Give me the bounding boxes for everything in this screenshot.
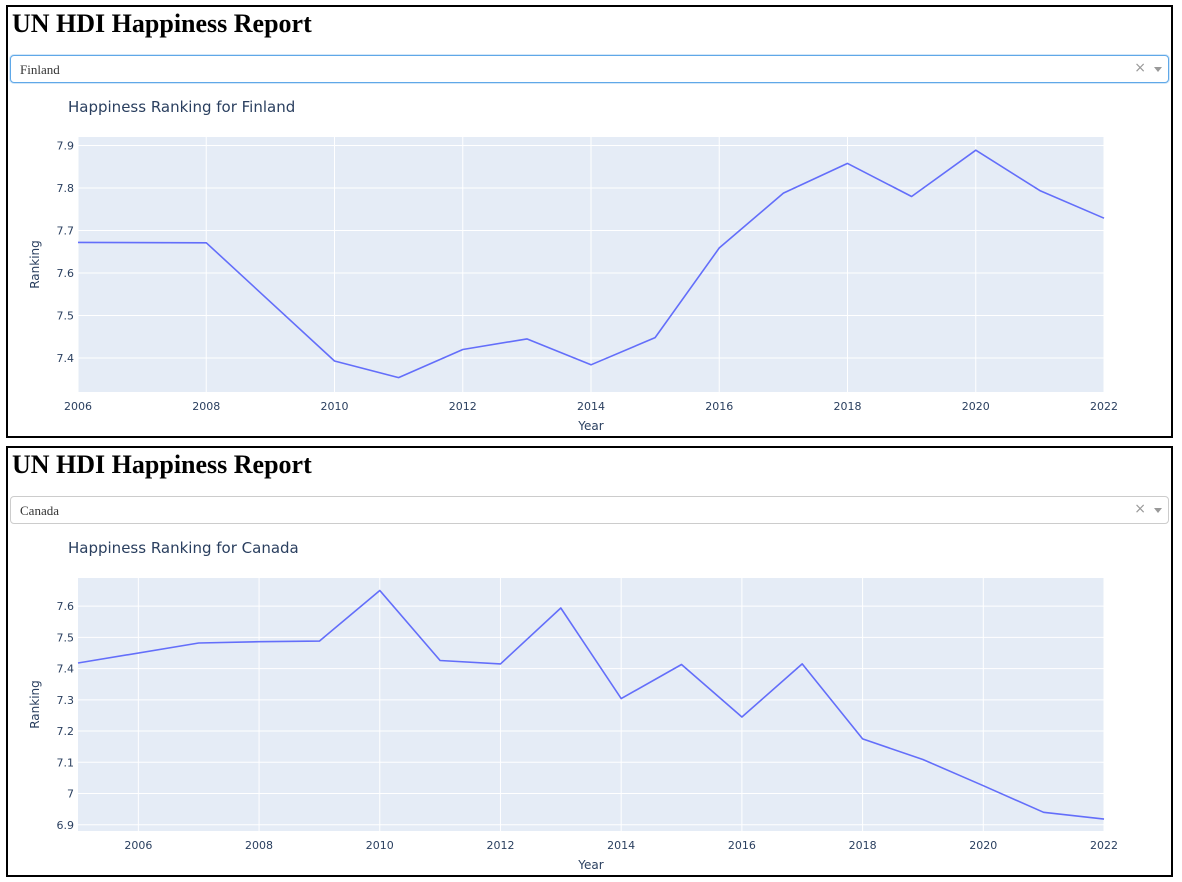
dashboard-panel-canada: UN HDI Happiness Report Canada × Happine… [6, 446, 1173, 877]
x-tick-label: 2006 [64, 400, 92, 413]
data-point [652, 335, 658, 341]
data-point [679, 662, 685, 668]
data-point [980, 783, 986, 789]
y-tick-label: 7.2 [57, 725, 75, 738]
x-tick-label: 2008 [245, 839, 273, 852]
x-tick-label: 2010 [321, 400, 349, 413]
data-point [1101, 816, 1107, 822]
country-dropdown[interactable]: Finland × [10, 55, 1169, 83]
y-tick-label: 7.7 [57, 225, 75, 238]
data-point [558, 605, 564, 611]
page-title: UN HDI Happiness Report [12, 9, 312, 38]
page-title: UN HDI Happiness Report [12, 450, 312, 479]
dashboard-panel-finland: UN HDI Happiness Report Finland × Happin… [6, 5, 1173, 438]
x-tick-label: 2016 [728, 839, 756, 852]
x-tick-label: 2008 [192, 400, 220, 413]
data-point [75, 239, 81, 245]
data-point [1041, 809, 1047, 815]
data-point [316, 638, 322, 644]
x-tick-label: 2010 [366, 839, 394, 852]
data-point [524, 336, 530, 342]
series-line [77, 149, 1105, 379]
data-point [1037, 188, 1043, 194]
x-tick-label: 2018 [849, 839, 877, 852]
dropdown-selected-value: Finland [20, 62, 60, 77]
data-point [716, 245, 722, 251]
data-point [377, 587, 383, 593]
y-tick-label: 7.6 [57, 600, 75, 613]
y-tick-label: 7.3 [57, 694, 75, 707]
y-tick-label: 7.4 [57, 352, 75, 365]
data-point [196, 640, 202, 646]
data-point [203, 240, 209, 246]
plot-area [78, 578, 1104, 831]
data-point [973, 147, 979, 153]
data-point [799, 661, 805, 667]
data-point [909, 194, 915, 200]
x-tick-label: 2012 [486, 839, 514, 852]
y-tick-label: 7.5 [57, 310, 75, 323]
data-point [588, 362, 594, 368]
data-point [739, 714, 745, 720]
y-tick-label: 6.9 [57, 819, 75, 832]
data-point [256, 639, 262, 645]
data-point [780, 190, 786, 196]
series-line [77, 589, 1105, 820]
y-axis-label: Ranking [28, 240, 42, 289]
y-tick-label: 7.9 [57, 140, 75, 153]
clear-icon[interactable]: × [1134, 501, 1146, 517]
x-tick-label: 2014 [577, 400, 605, 413]
y-tick-label: 7.5 [57, 631, 75, 644]
data-point [1101, 215, 1107, 221]
x-tick-label: 2020 [969, 839, 997, 852]
x-axis-label: Year [577, 858, 603, 872]
data-point [860, 736, 866, 742]
x-tick-label: 2018 [834, 400, 862, 413]
data-point [618, 696, 624, 702]
chart-title: Happiness Ranking for Canada [68, 539, 299, 557]
data-point [75, 660, 81, 666]
y-tick-label: 7.8 [57, 182, 75, 195]
x-tick-label: 2022 [1090, 400, 1118, 413]
x-axis-label: Year [577, 419, 603, 433]
data-point [845, 160, 851, 166]
chevron-down-icon[interactable] [1154, 67, 1162, 72]
y-tick-label: 7.4 [57, 663, 75, 676]
happiness-line-chart: Happiness Ranking for Canada 2006 2008 2010… [28, 539, 1118, 872]
chart-title: Happiness Ranking for Finland [68, 98, 295, 116]
happiness-line-chart: Happiness Ranking for Finland 2006 2008 201… [28, 98, 1118, 433]
y-tick-label: 7 [67, 788, 74, 801]
country-dropdown[interactable]: Canada × [10, 496, 1169, 524]
x-tick-label: 2012 [449, 400, 477, 413]
y-tick-label: 7.1 [57, 756, 75, 769]
x-tick-label: 2014 [607, 839, 635, 852]
x-tick-label: 2016 [705, 400, 733, 413]
chevron-down-icon[interactable] [1154, 508, 1162, 513]
x-tick-label: 2006 [124, 839, 152, 852]
data-point [920, 756, 926, 762]
y-axis-label: Ranking [28, 680, 42, 729]
data-point [396, 375, 402, 381]
x-tick-label: 2020 [962, 400, 990, 413]
dropdown-selected-value: Canada [20, 503, 59, 518]
data-point [437, 657, 443, 663]
data-point [460, 347, 466, 353]
x-tick-label: 2022 [1090, 839, 1118, 852]
clear-icon[interactable]: × [1134, 60, 1146, 76]
y-tick-label: 7.6 [57, 267, 75, 280]
data-point [332, 358, 338, 364]
data-point [497, 661, 503, 667]
